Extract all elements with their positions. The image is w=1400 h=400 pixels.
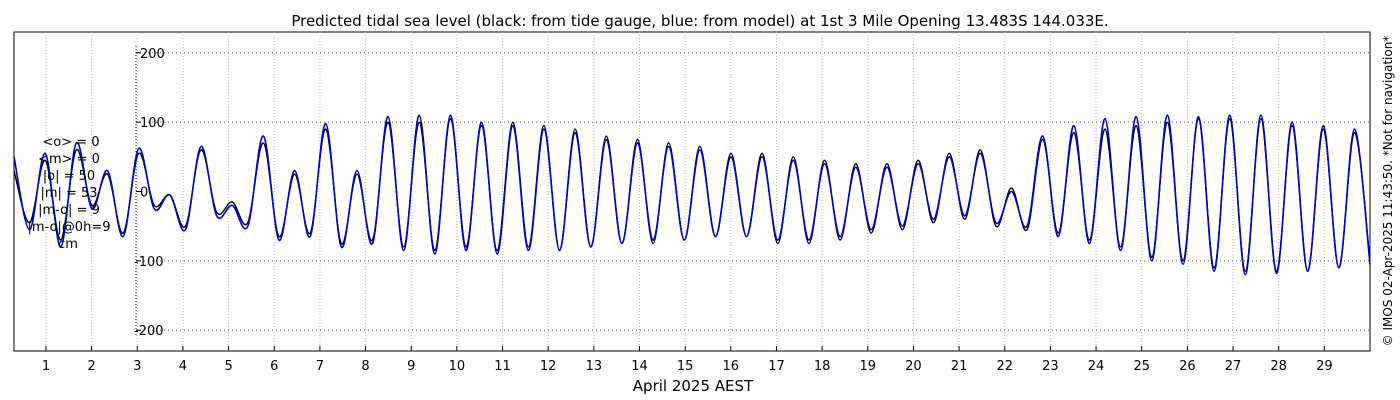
- stat-mean-model: <m> = 0: [38, 152, 100, 167]
- x-tick-label: 9: [407, 359, 415, 374]
- x-tick-label: 29: [1316, 359, 1333, 374]
- plot-frame: [13, 31, 1371, 352]
- y-tick-label: -200: [134, 324, 164, 339]
- x-tick-label: 16: [723, 359, 740, 374]
- x-tick-label: 13: [586, 359, 603, 374]
- x-tick-label: 23: [1042, 359, 1059, 374]
- x-tick-label: 27: [1225, 359, 1242, 374]
- x-tick-label: 21: [951, 359, 968, 374]
- x-tick-label: 4: [179, 359, 187, 374]
- y-tick-label: 200: [140, 47, 165, 62]
- chart-title: Predicted tidal sea level (black: from t…: [291, 12, 1108, 30]
- x-tick-label: 10: [449, 359, 466, 374]
- x-tick-label: 6: [270, 359, 278, 374]
- stat-abs-obs: |o| = 50: [43, 169, 95, 184]
- x-tick-label: 2: [87, 359, 95, 374]
- x-tick-label: 1: [42, 359, 50, 374]
- x-axis-label: April 2025 AEST: [633, 377, 754, 395]
- y-tick-label: 0: [140, 186, 148, 201]
- credit-text: © IMOS 02-Apr-2025 11:43:50. *Not for na…: [1381, 36, 1395, 347]
- series-line-model: [13, 114, 1371, 276]
- x-tick-label: 3: [133, 359, 141, 374]
- stat-mean-obs: <o> = 0: [42, 135, 99, 150]
- stat-abs-diff-0h: |m-o|@0h=9: [28, 220, 111, 235]
- x-tick-label: 11: [494, 359, 511, 374]
- stat-abs-model: |m| = 53: [40, 186, 97, 201]
- x-tick-label: 24: [1088, 359, 1105, 374]
- x-tick-label: 26: [1179, 359, 1196, 374]
- x-tick-label: 25: [1133, 359, 1150, 374]
- stat-unit: cm: [58, 237, 78, 252]
- x-tick-label: 5: [224, 359, 232, 374]
- x-tick-label: 7: [316, 359, 324, 374]
- x-tick-label: 22: [996, 359, 1013, 374]
- y-tick-label: -100: [134, 255, 164, 270]
- x-tick-label: 20: [905, 359, 922, 374]
- x-tick-label: 15: [677, 359, 694, 374]
- x-tick-label: 28: [1270, 359, 1287, 374]
- x-tick-label: 18: [814, 359, 831, 374]
- stats-box: <o> = 0 <m> = 0 |o| = 50 |m| = 53 |m-o| …: [28, 135, 111, 252]
- x-tick-label: 17: [768, 359, 785, 374]
- x-tick-label: 14: [631, 359, 648, 374]
- y-tick-label: 100: [140, 116, 165, 131]
- series-lines: [13, 114, 1371, 276]
- axes: 1 2 3 4 5 6 7 8 9 10 11 12 13 14 15 16 17 18 19 20 21 22 23 24 2…: [42, 46, 1333, 374]
- x-tick-label: 12: [540, 359, 557, 374]
- x-tick-label: 8: [361, 359, 369, 374]
- x-tick-label: 19: [860, 359, 877, 374]
- stat-abs-diff: |m-o| = 9: [38, 203, 100, 218]
- grid: [45, 32, 1370, 351]
